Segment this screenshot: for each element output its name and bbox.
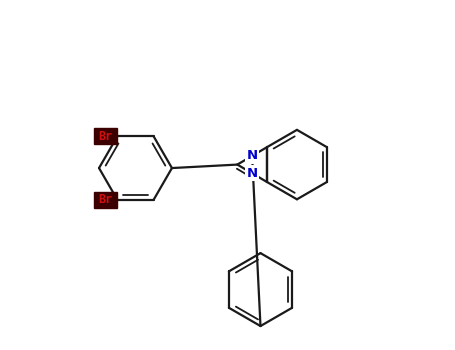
FancyBboxPatch shape xyxy=(94,128,116,145)
Text: N: N xyxy=(247,167,258,180)
FancyBboxPatch shape xyxy=(94,192,116,208)
Text: N: N xyxy=(247,149,258,162)
Text: Br: Br xyxy=(98,130,112,143)
Text: Br: Br xyxy=(98,193,112,206)
